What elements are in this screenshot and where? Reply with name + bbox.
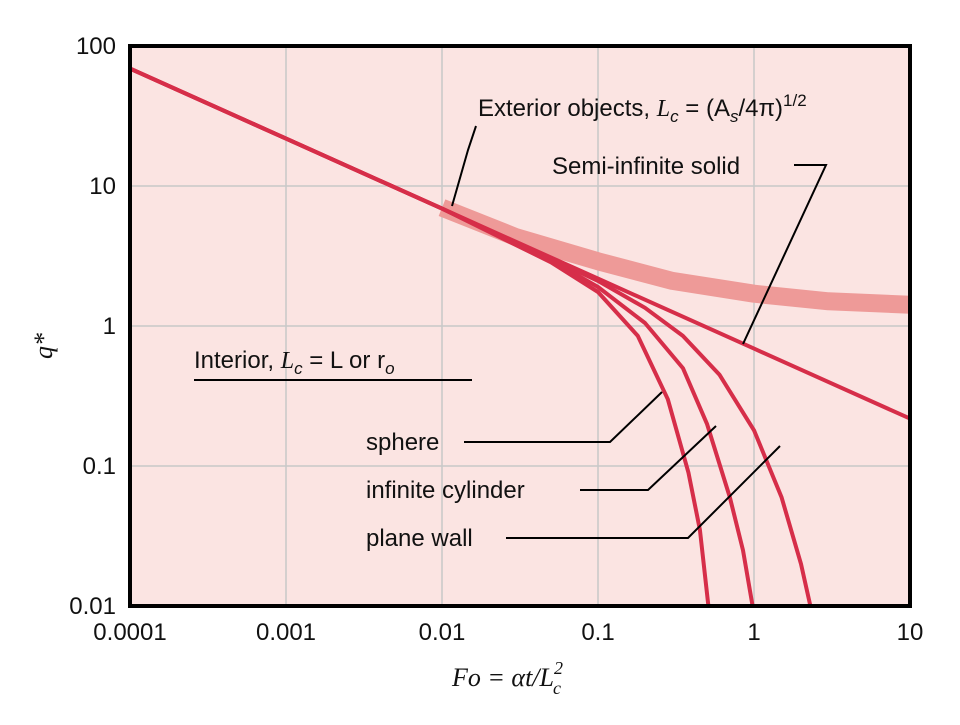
curves — [130, 66, 910, 606]
sphere-curve — [130, 66, 711, 606]
plot-frame — [128, 44, 912, 608]
semi-infinite-leader — [742, 164, 828, 345]
x-tick-label: 0.1 — [581, 619, 614, 646]
x-axis-title: Fo = αt/L2 c — [451, 658, 563, 698]
x-tick-label: 0.001 — [256, 619, 316, 646]
exterior-objects-label: Exterior objects, Lc = (As/4π)1/2 — [478, 91, 807, 126]
infinite-cylinder-label: infinite cylinder — [366, 477, 525, 504]
leader-lines — [194, 125, 828, 539]
exterior-leader — [451, 125, 477, 207]
sphere-label: sphere — [366, 429, 439, 456]
y-axis-title: q* — [29, 333, 58, 359]
plane-wall-leader — [506, 445, 781, 539]
sphere-leader — [464, 391, 663, 443]
tick-labels: 0.0001 0.001 0.01 0.1 1 10 0.01 0.1 1 10 100 — [69, 33, 923, 646]
y-tick-label: 100 — [76, 33, 116, 60]
x-tick-label: 10 — [897, 619, 924, 646]
y-tick-label: 0.1 — [83, 453, 116, 480]
x-tick-label: 0.01 — [419, 619, 466, 646]
x-tick-label: 0.0001 — [93, 619, 166, 646]
plane-wall-label: plane wall — [366, 525, 473, 552]
y-tick-label: 1 — [103, 313, 116, 340]
infinite-cylinder-leader — [580, 425, 717, 491]
y-tick-label: 0.01 — [69, 593, 116, 620]
semi-infinite-solid-label: Semi-infinite solid — [552, 153, 740, 180]
x-tick-label: 1 — [747, 619, 760, 646]
y-tick-label: 10 — [89, 173, 116, 200]
exterior-band-curve — [438, 199, 910, 314]
interior-label: Interior, Lc = L or ro — [194, 347, 395, 378]
